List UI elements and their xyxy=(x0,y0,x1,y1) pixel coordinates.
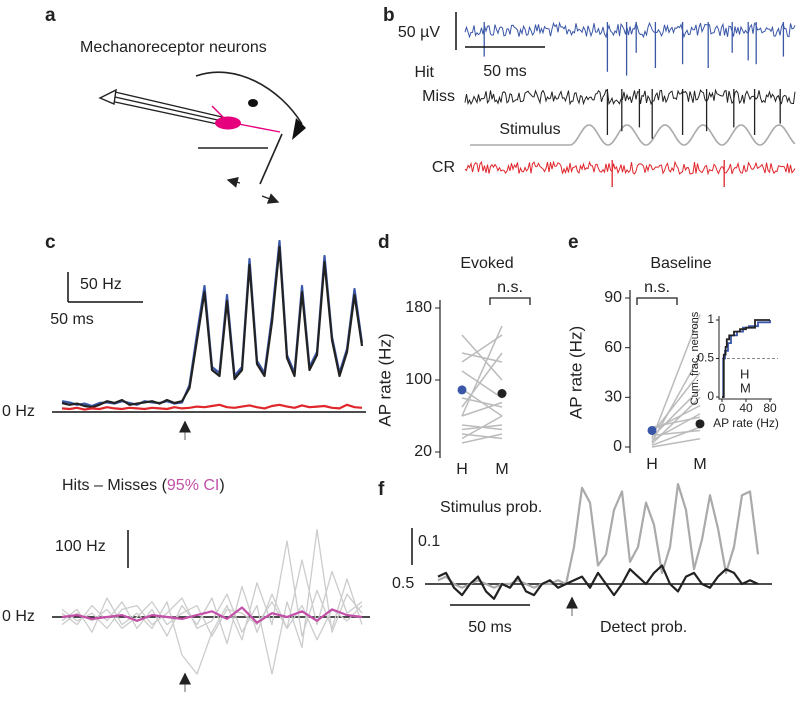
series-line xyxy=(61,403,363,411)
mouse-cartoon: Mechanoreceptor neurons xyxy=(80,39,306,204)
paired-line xyxy=(651,404,701,432)
panel-label: c xyxy=(45,232,56,253)
scale-label: 50 ms xyxy=(483,63,527,80)
trace-label: Miss xyxy=(422,88,455,105)
trace-label: Hit xyxy=(414,64,434,81)
scale-label: 0.1 xyxy=(418,533,440,550)
y-tick-label: 20 xyxy=(414,443,432,460)
y-tick-label: 0.5 xyxy=(697,351,714,365)
chart-title: Baseline xyxy=(650,255,711,272)
series-line xyxy=(61,239,364,408)
panel-title: Mechanoreceptor neurons xyxy=(80,39,267,56)
paired-line xyxy=(461,325,503,417)
y-tick-label: 180 xyxy=(405,299,432,316)
x-tick-label: M xyxy=(693,456,706,473)
x-tick-label: 0 xyxy=(719,401,726,415)
mean-dot xyxy=(695,419,705,429)
noise-trace xyxy=(464,160,796,176)
paired-line xyxy=(461,352,503,408)
paired-line xyxy=(651,437,701,448)
stimulus-trace xyxy=(470,124,796,146)
x-tick-label: H xyxy=(456,461,468,478)
paired-line xyxy=(461,433,503,444)
title-part: 95% CI xyxy=(167,477,219,494)
series-line xyxy=(61,606,363,624)
paired-line xyxy=(651,416,701,428)
panel-label: e xyxy=(568,232,579,253)
y-tick-label: 1 xyxy=(707,312,714,326)
scale-label: 100 Hz xyxy=(55,538,106,555)
series-line xyxy=(61,559,363,645)
y-axis-label: Cum. frac. neurons xyxy=(689,311,701,405)
axes xyxy=(718,316,772,400)
y-tick-label: 30 xyxy=(604,389,622,406)
legend-entry: M xyxy=(740,380,751,395)
scale-label: 50 µV xyxy=(398,24,440,41)
y-tick-label: 0 xyxy=(613,438,622,455)
series-line xyxy=(61,528,363,675)
series-label: Detect prob. xyxy=(600,619,687,636)
panel-label: b xyxy=(383,5,395,26)
paired-line xyxy=(461,334,503,363)
paired-line xyxy=(651,355,701,443)
y-tick-label: 0 Hz xyxy=(2,608,35,625)
mean-dot xyxy=(457,385,467,395)
mean-dot xyxy=(647,425,657,435)
paired-line xyxy=(461,424,503,431)
trace-label: CR xyxy=(432,159,455,176)
x-axis-label: AP rate (Hz) xyxy=(713,416,779,430)
noise-trace xyxy=(464,88,796,106)
legend-entry: H xyxy=(740,366,749,381)
title-part: ) xyxy=(219,477,224,494)
bracket xyxy=(636,297,678,305)
title-part: Hits – Misses ( xyxy=(62,477,168,494)
x-tick-label: 80 xyxy=(763,401,777,415)
x-tick-label: 40 xyxy=(739,401,753,415)
y-axis-label: AP rate (Hz) xyxy=(375,333,394,426)
y-tick-label: 60 xyxy=(604,339,622,356)
paired-line xyxy=(651,429,701,437)
scale-label: 50 Hz xyxy=(80,276,122,293)
paired-line xyxy=(461,370,503,399)
noise-trace xyxy=(464,21,796,39)
panel-label: d xyxy=(378,232,390,253)
paired-line xyxy=(651,388,701,438)
scale-label: 50 ms xyxy=(50,311,94,328)
series-line xyxy=(61,245,364,409)
y-tick-label: 0 Hz xyxy=(2,403,35,420)
panel-label: a xyxy=(45,5,56,26)
series-line xyxy=(437,483,760,589)
x-tick-label: H xyxy=(646,456,658,473)
scale-label: 50 ms xyxy=(468,619,512,636)
annotation: n.s. xyxy=(644,279,670,296)
step-line xyxy=(722,320,771,398)
series-line xyxy=(61,540,363,675)
series-label: Stimulus prob. xyxy=(440,499,542,516)
chart-title: Hits – Misses (95% CI) xyxy=(62,477,225,494)
paired-line xyxy=(651,372,701,435)
y-tick-label: 90 xyxy=(604,289,622,306)
bracket xyxy=(489,297,531,305)
annotation: n.s. xyxy=(497,279,523,296)
panel-label: f xyxy=(378,479,385,500)
paired-line xyxy=(651,314,701,439)
y-tick-label: 0.5 xyxy=(392,575,414,592)
y-tick-label: 0 xyxy=(707,389,714,403)
x-tick-label: M xyxy=(495,461,508,478)
y-axis-label: AP rate (Hz) xyxy=(566,326,585,419)
step-line xyxy=(722,319,770,398)
series-line xyxy=(437,564,759,600)
mean-dot xyxy=(497,389,507,398)
stimulus-label: Stimulus xyxy=(499,121,560,138)
paired-line xyxy=(461,352,503,363)
chart-title: Evoked xyxy=(460,255,513,272)
y-tick-label: 100 xyxy=(405,371,432,388)
paired-line xyxy=(651,426,701,447)
paired-line xyxy=(461,401,503,417)
